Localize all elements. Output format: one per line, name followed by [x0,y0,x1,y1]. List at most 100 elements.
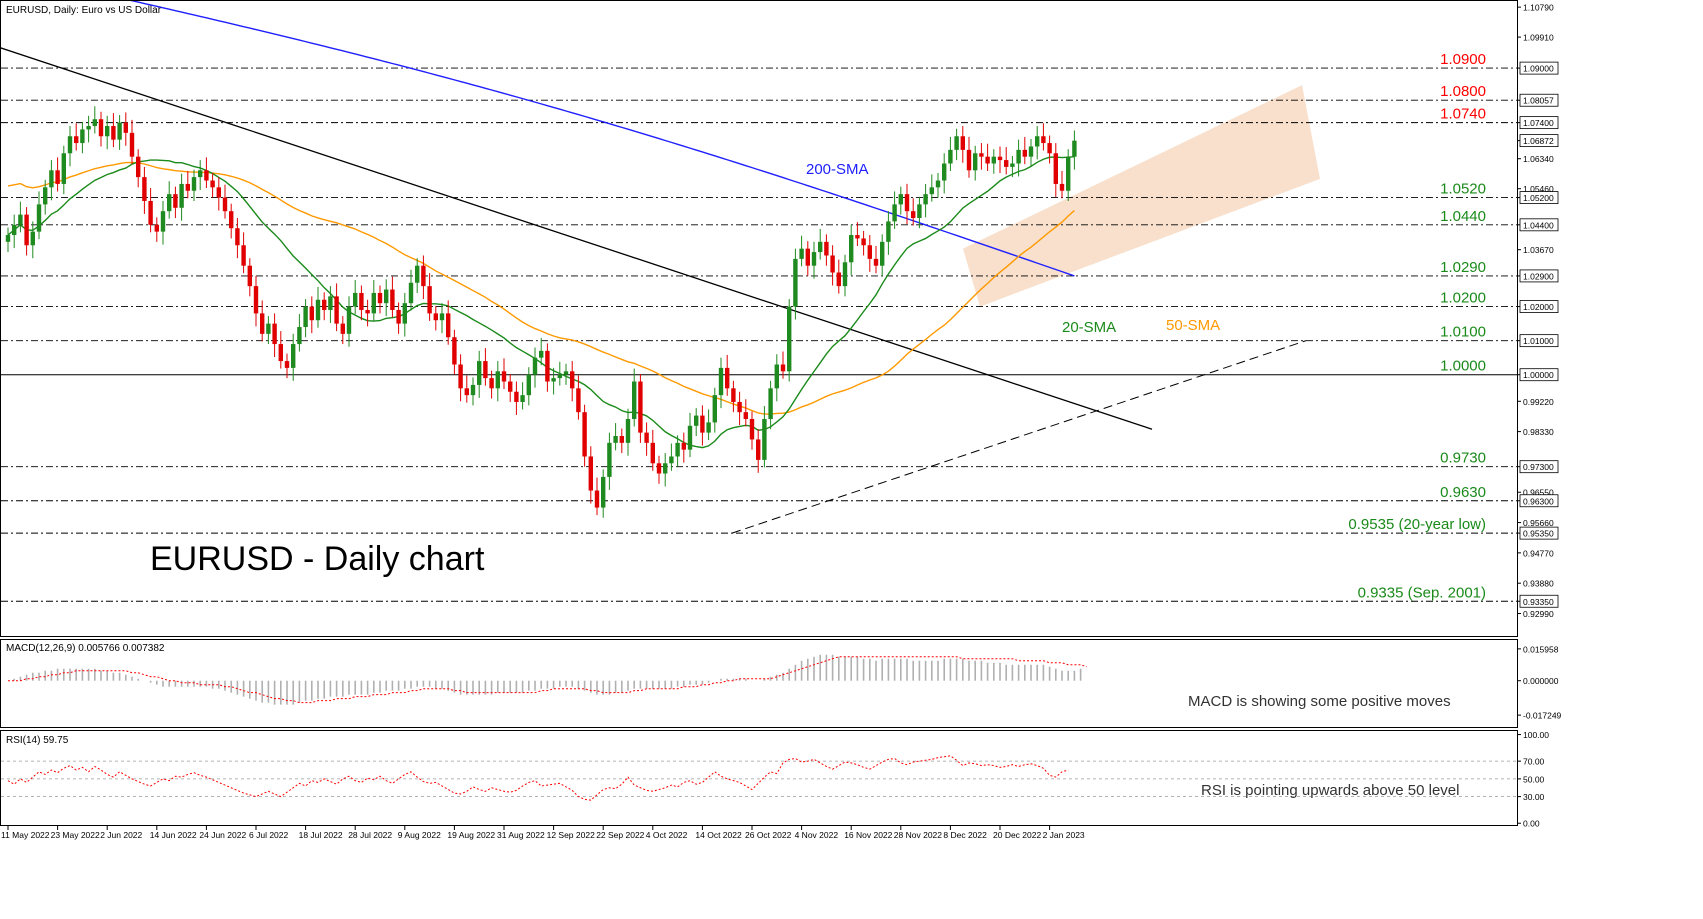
bull-candle [768,388,773,419]
bull-candle [625,418,631,443]
bull-candle [1072,140,1077,157]
price-tick-label: 1.08057 [1523,96,1554,106]
bear-candle [570,371,575,389]
bull-candle [948,149,953,164]
bear-candle [235,228,240,246]
date-tick-label: 9 Aug 2022 [398,830,441,840]
bear-candle [867,245,872,259]
level-label: 1.0000 [1440,358,1486,375]
date-tick-label: 4 Nov 2022 [795,830,839,840]
bear-candle [545,350,550,382]
bull-candle [346,306,352,334]
date-tick-label: 24 Jun 2022 [199,830,246,840]
bear-candle [1022,149,1027,157]
bull-candle [694,415,699,426]
bear-candle [749,418,755,440]
bull-candle [917,204,922,219]
bull-candle [818,241,823,253]
date-tick-label: 11 May 2022 [1,830,50,840]
price-tick-label: 0.92990 [1523,609,1554,619]
bear-candle [960,136,965,150]
bull-candle [811,252,817,266]
bull-candle [266,323,271,334]
bear-candle [142,177,147,201]
bear-candle [830,255,835,273]
price-tick-box [1519,269,1559,283]
bull-candle [892,204,897,222]
macd-pane: MACD(12,26,9) 0.005766 0.007382 MACD is … [6,643,1451,710]
bear-candle [278,344,283,362]
bull-candle [532,357,538,375]
price-tick-label: 0.96300 [1523,496,1554,506]
bear-candle [458,364,463,389]
date-tick-label: 2 Jan 2023 [1043,830,1085,840]
price-tick-label: 1.05200 [1523,193,1554,203]
rsi-tick-label: 70.00 [1523,757,1545,767]
bull-candle [923,194,928,205]
bear-candle [129,132,135,157]
bear-candle [514,391,519,402]
bull-candle [117,122,122,140]
bull-candle [80,129,85,144]
bull-candle [297,327,302,345]
rsi-tick-label: 50.00 [1523,774,1545,784]
pane-frames [0,0,1518,826]
bull-candle [1035,136,1040,147]
sma200-label: 200-SMA [806,161,869,178]
date-tick-label: 4 Oct 2022 [646,830,688,840]
bear-candle [836,272,841,287]
price-tick-label: 1.04400 [1523,220,1554,230]
price-tick-label: 0.97300 [1523,462,1554,472]
bear-candle [427,286,432,314]
rsi-note: RSI is pointing upwards above 50 level [1201,782,1460,799]
bear-candle [260,313,265,334]
price-tick-label: 1.00000 [1523,370,1554,380]
bull-candle [439,313,445,321]
ascending-trendline [731,340,1307,534]
bear-candle [644,432,649,443]
price-pane-frame [0,0,1518,637]
price-tick-box [1519,460,1559,474]
price-tick-label: 1.03670 [1523,245,1554,255]
bull-candle [1028,146,1034,157]
bear-candle [365,309,370,314]
bear-candle [638,381,643,433]
bull-candle [942,163,947,181]
bull-candle [43,187,48,205]
bear-candle [997,156,1003,161]
price-tick-label: 0.93350 [1523,597,1554,607]
bear-candle [576,388,581,413]
bull-candle [179,183,184,208]
bull-candle [191,177,197,191]
bear-candle [340,323,345,334]
price-tick-box [1519,594,1559,608]
bull-candle [1016,149,1021,164]
level-label: 1.0520 [1440,181,1486,198]
price-tick-label: 1.10790 [1523,3,1554,13]
bear-candle [501,371,507,382]
date-tick-label: 19 Aug 2022 [447,830,495,840]
bull-candle [712,395,717,423]
macd-note: MACD is showing some positive moves [1188,693,1451,710]
bear-candle [421,265,426,287]
bear-candle [253,286,259,314]
bear-candle [1041,136,1046,144]
bear-candle [464,388,469,396]
bear-candle [154,224,159,232]
bull-candle [762,418,767,460]
bull-candle [886,221,891,242]
bear-candle [904,194,910,212]
price-tick-box [1519,116,1559,130]
bull-candle [495,371,500,389]
macd-pane-frame [0,639,1518,728]
bull-candle [415,265,420,283]
bull-candle [898,194,903,205]
bull-candle [601,476,606,508]
macd-tick-label: 0.015958 [1523,644,1559,654]
bull-candle [105,126,110,137]
macd-signal-line [8,656,1087,704]
date-tick-label: 18 Jul 2022 [299,830,343,840]
bull-candle [793,258,798,307]
price-tick-label: 1.09910 [1523,33,1554,43]
